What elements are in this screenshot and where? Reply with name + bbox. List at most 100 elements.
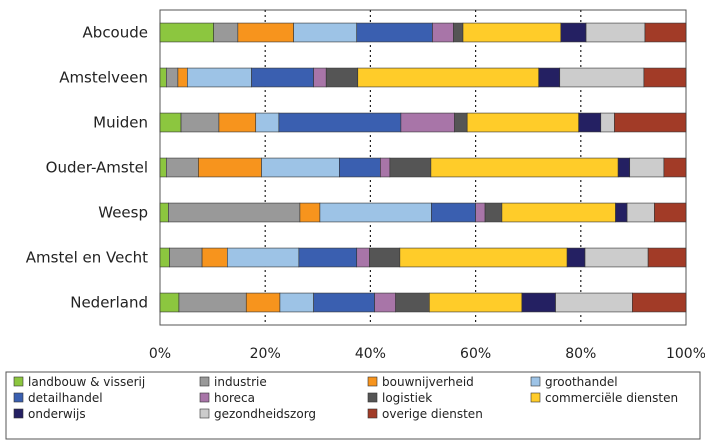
- bar-segment: [578, 112, 602, 133]
- legend-label: industrie: [214, 375, 267, 389]
- bar-segment: [560, 22, 587, 43]
- x-tick-label: 0%: [149, 346, 171, 362]
- category-label: Muiden: [93, 114, 148, 132]
- bar-segment: [617, 157, 631, 178]
- legend-label: gezondheidszorg: [214, 407, 316, 421]
- bar-segment: [178, 292, 247, 313]
- bar-segment: [585, 22, 646, 43]
- legend-label: horeca: [214, 391, 255, 405]
- bar-segment: [356, 247, 370, 268]
- bar-segment: [454, 112, 468, 133]
- x-tick-label: 80%: [565, 346, 596, 362]
- bar-segment: [374, 292, 396, 313]
- bar-segment: [159, 202, 169, 223]
- bar-segment: [453, 22, 464, 43]
- category-labels: Abcoude Amstelveen Muiden Ouder-Amstel Weesp…: [26, 24, 148, 312]
- bar-segment: [538, 67, 561, 88]
- bar-segment: [180, 112, 220, 133]
- bar-segment: [279, 292, 314, 313]
- bar-segment: [159, 157, 167, 178]
- legend: landbouw & visserij industrie bouwnijverhe…: [13, 375, 678, 421]
- bar-segment: [213, 22, 239, 43]
- bar-segment: [201, 247, 228, 268]
- bar-segment: [654, 202, 687, 223]
- bar-segment: [293, 22, 358, 43]
- bar-segment: [400, 112, 455, 133]
- bar-segment: [369, 247, 401, 268]
- bar-segment: [159, 67, 167, 88]
- bar-segment: [278, 112, 402, 133]
- bar-segment: [431, 202, 476, 223]
- legend-swatch: [199, 392, 210, 403]
- bar-segment: [198, 157, 262, 178]
- bar-segment: [521, 292, 556, 313]
- bar-segment: [430, 157, 619, 178]
- legend-swatch: [367, 408, 378, 419]
- bar-segment: [313, 67, 327, 88]
- legend-swatch: [13, 376, 24, 387]
- bar-segment: [584, 247, 649, 268]
- legend-box: [5, 371, 701, 440]
- bar-segment: [319, 202, 432, 223]
- legend-swatch: [530, 392, 541, 403]
- bar-segment: [218, 112, 257, 133]
- bar-segment: [298, 247, 358, 268]
- legend-label: detailhandel: [28, 391, 103, 405]
- bar-segment: [357, 67, 540, 88]
- bar-segment: [380, 157, 391, 178]
- bar-segment: [159, 247, 170, 268]
- category-label: Amstel en Vecht: [26, 249, 148, 267]
- legend-swatch: [13, 392, 24, 403]
- bar-segment: [429, 292, 523, 313]
- legend-swatch: [199, 376, 210, 387]
- x-tick-label: 40%: [355, 346, 386, 362]
- bar-segment: [325, 67, 359, 88]
- legend-swatch: [13, 408, 24, 419]
- bar-segment: [566, 247, 586, 268]
- bar-segment: [159, 22, 214, 43]
- x-tick-labels: 0% 20% 40% 60% 80% 100%: [149, 346, 705, 362]
- bar-segment: [168, 202, 301, 223]
- legend-swatch: [199, 408, 210, 419]
- bar-segment: [399, 247, 568, 268]
- legend-label: onderwijs: [28, 407, 86, 421]
- bar-segment: [166, 67, 179, 88]
- category-label: Ouder-Amstel: [46, 159, 148, 177]
- bar-segment: [600, 112, 615, 133]
- bar-segment: [356, 22, 433, 43]
- bar-segment: [466, 112, 579, 133]
- bar-segment: [299, 202, 321, 223]
- legend-label: bouwnijverheid: [382, 375, 474, 389]
- bar-segment: [389, 157, 432, 178]
- bars: [159, 22, 687, 313]
- bar-segment: [245, 292, 281, 313]
- bar-segment: [166, 157, 199, 178]
- legend-swatch: [367, 376, 378, 387]
- bar-segment: [632, 292, 687, 313]
- bar-segment: [501, 202, 616, 223]
- legend-label: landbouw & visserij: [28, 375, 145, 389]
- bar-segment: [555, 292, 633, 313]
- bar-segment: [475, 202, 486, 223]
- legend-label: commerciële diensten: [545, 391, 678, 405]
- bar-segment: [251, 67, 314, 88]
- bar-segment: [559, 67, 645, 88]
- category-label: Nederland: [70, 294, 148, 312]
- legend-swatch: [530, 376, 541, 387]
- legend-label: groothandel: [545, 375, 618, 389]
- bar-segment: [169, 247, 203, 268]
- bar-segment: [227, 247, 300, 268]
- bar-segment: [237, 22, 294, 43]
- bar-segment: [432, 22, 454, 43]
- bar-segment: [643, 67, 687, 88]
- category-label: Weesp: [98, 204, 148, 222]
- category-label: Abcoude: [83, 24, 148, 42]
- bar-segment: [255, 112, 280, 133]
- bar-segment: [626, 202, 655, 223]
- legend-label: overige diensten: [382, 407, 483, 421]
- legend-label: logistiek: [382, 391, 432, 405]
- bar-segment: [159, 112, 182, 133]
- bar-segment: [395, 292, 430, 313]
- bar-segment: [339, 157, 381, 178]
